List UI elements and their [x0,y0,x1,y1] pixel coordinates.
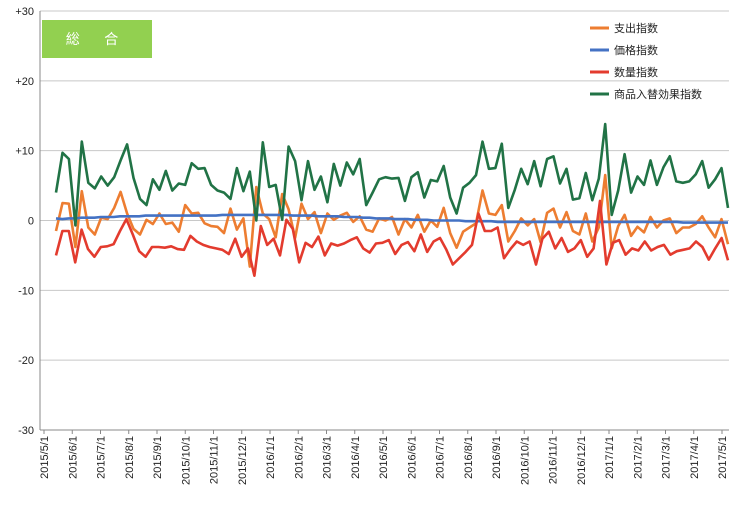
x-tick-label: 2016/2/1 [293,436,305,479]
y-axis-tick-labels: +30 +20 +10 0 -10 -20 -30 [15,6,34,437]
x-tick-label: 2015/9/1 [152,436,164,479]
series-line-1 [55,213,728,224]
axes [39,11,729,434]
x-tick-label: 2016/7/1 [435,436,447,479]
x-tick-label: 2016/3/1 [322,436,334,479]
y-tick-label: -10 [18,285,34,297]
y-tick-label: +30 [15,6,34,18]
x-tick-label: 2015/6/1 [67,436,79,479]
y-tick-label: 0 [28,216,34,228]
x-tick-label: 2015/5/1 [39,436,51,479]
x-tick-label: 2015/12/1 [237,436,249,485]
y-tick-label: +10 [15,146,34,158]
x-tick-label: 2017/2/1 [632,436,644,479]
x-tick-label: 2015/11/1 [209,436,221,484]
y-tick-label: +20 [15,76,34,88]
x-tick-label: 2015/10/1 [180,436,192,485]
x-tick-label: 2016/10/1 [519,436,531,485]
x-axis-tick-labels: 2015/5/1 2015/6/1 2015/7/1 2015/8/1 2015/9/1… [39,436,729,485]
legend-label: 価格指数 [614,43,658,57]
series-line-0 [54,173,730,268]
series-lines [54,122,730,278]
y-tick-label: -20 [18,355,34,367]
series-line-3 [54,122,730,227]
x-tick-label: 2016/12/1 [576,436,588,485]
legend-label: 商品入替効果指数 [614,87,702,101]
x-tick-label: 2017/3/1 [661,436,673,479]
x-tick-label: 2017/1/1 [604,436,616,479]
x-tick-label: 2016/1/1 [265,436,277,479]
x-tick-label: 2016/6/1 [406,436,418,479]
chart-badge: 総 合 [42,20,152,58]
x-tick-label: 2016/8/1 [463,436,475,479]
y-tick-label: -30 [18,425,34,437]
x-tick-label: 2016/11/1 [548,436,560,484]
x-tick-label: 2017/5/1 [717,436,729,479]
x-tick-label: 2016/4/1 [350,436,362,479]
legend-label: 数量指数 [614,65,658,79]
x-tick-label: 2016/9/1 [491,436,503,479]
badge-text: 総 合 [66,32,128,48]
x-tick-label: 2015/7/1 [96,436,108,479]
badge-background [42,20,152,58]
legend-label: 支出指数 [614,21,658,35]
series-line-2 [54,199,730,278]
x-tick-label: 2016/5/1 [378,436,390,479]
x-tick-label: 2017/4/1 [689,436,701,479]
x-tick-label: 2015/8/1 [124,436,136,479]
